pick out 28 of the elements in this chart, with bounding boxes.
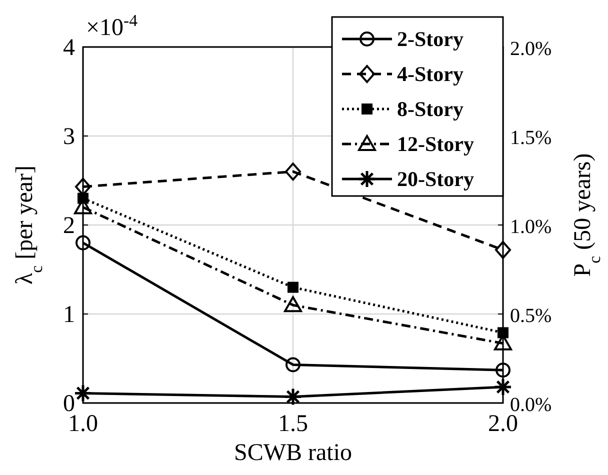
point [495,240,511,259]
legend-label: 4-Story [397,62,464,86]
point [494,378,512,396]
x-tick-label: 1.5 [278,411,308,437]
point [498,327,508,338]
text: ×10$^{-4}$ [86,10,138,41]
y2-tick-label: 1.5% [510,127,552,149]
point [76,235,90,250]
y-tick-label: 2 [63,213,75,239]
y2-tick-label: 0.5% [510,305,552,327]
point [284,388,302,406]
x-axis-title: SCWB ratio [234,440,352,466]
point [288,282,298,293]
legend-label: 2-Story [397,27,464,51]
legend-label: 12-Story [397,132,474,156]
y-tick-label: 4 [63,35,75,61]
point [285,162,301,181]
point [496,362,510,378]
legend-label: 8-Story [397,97,464,121]
point [284,296,302,312]
legend-label: 20-Story [397,167,474,191]
y2-tick-label: 2.0% [510,38,552,60]
point [286,357,300,372]
point [74,384,92,402]
y2-tick-label: 1.0% [510,216,552,238]
y-tick-label: 1 [63,302,75,328]
y-tick-label: 3 [63,124,75,150]
x-tick-label: 1.0 [68,411,98,437]
